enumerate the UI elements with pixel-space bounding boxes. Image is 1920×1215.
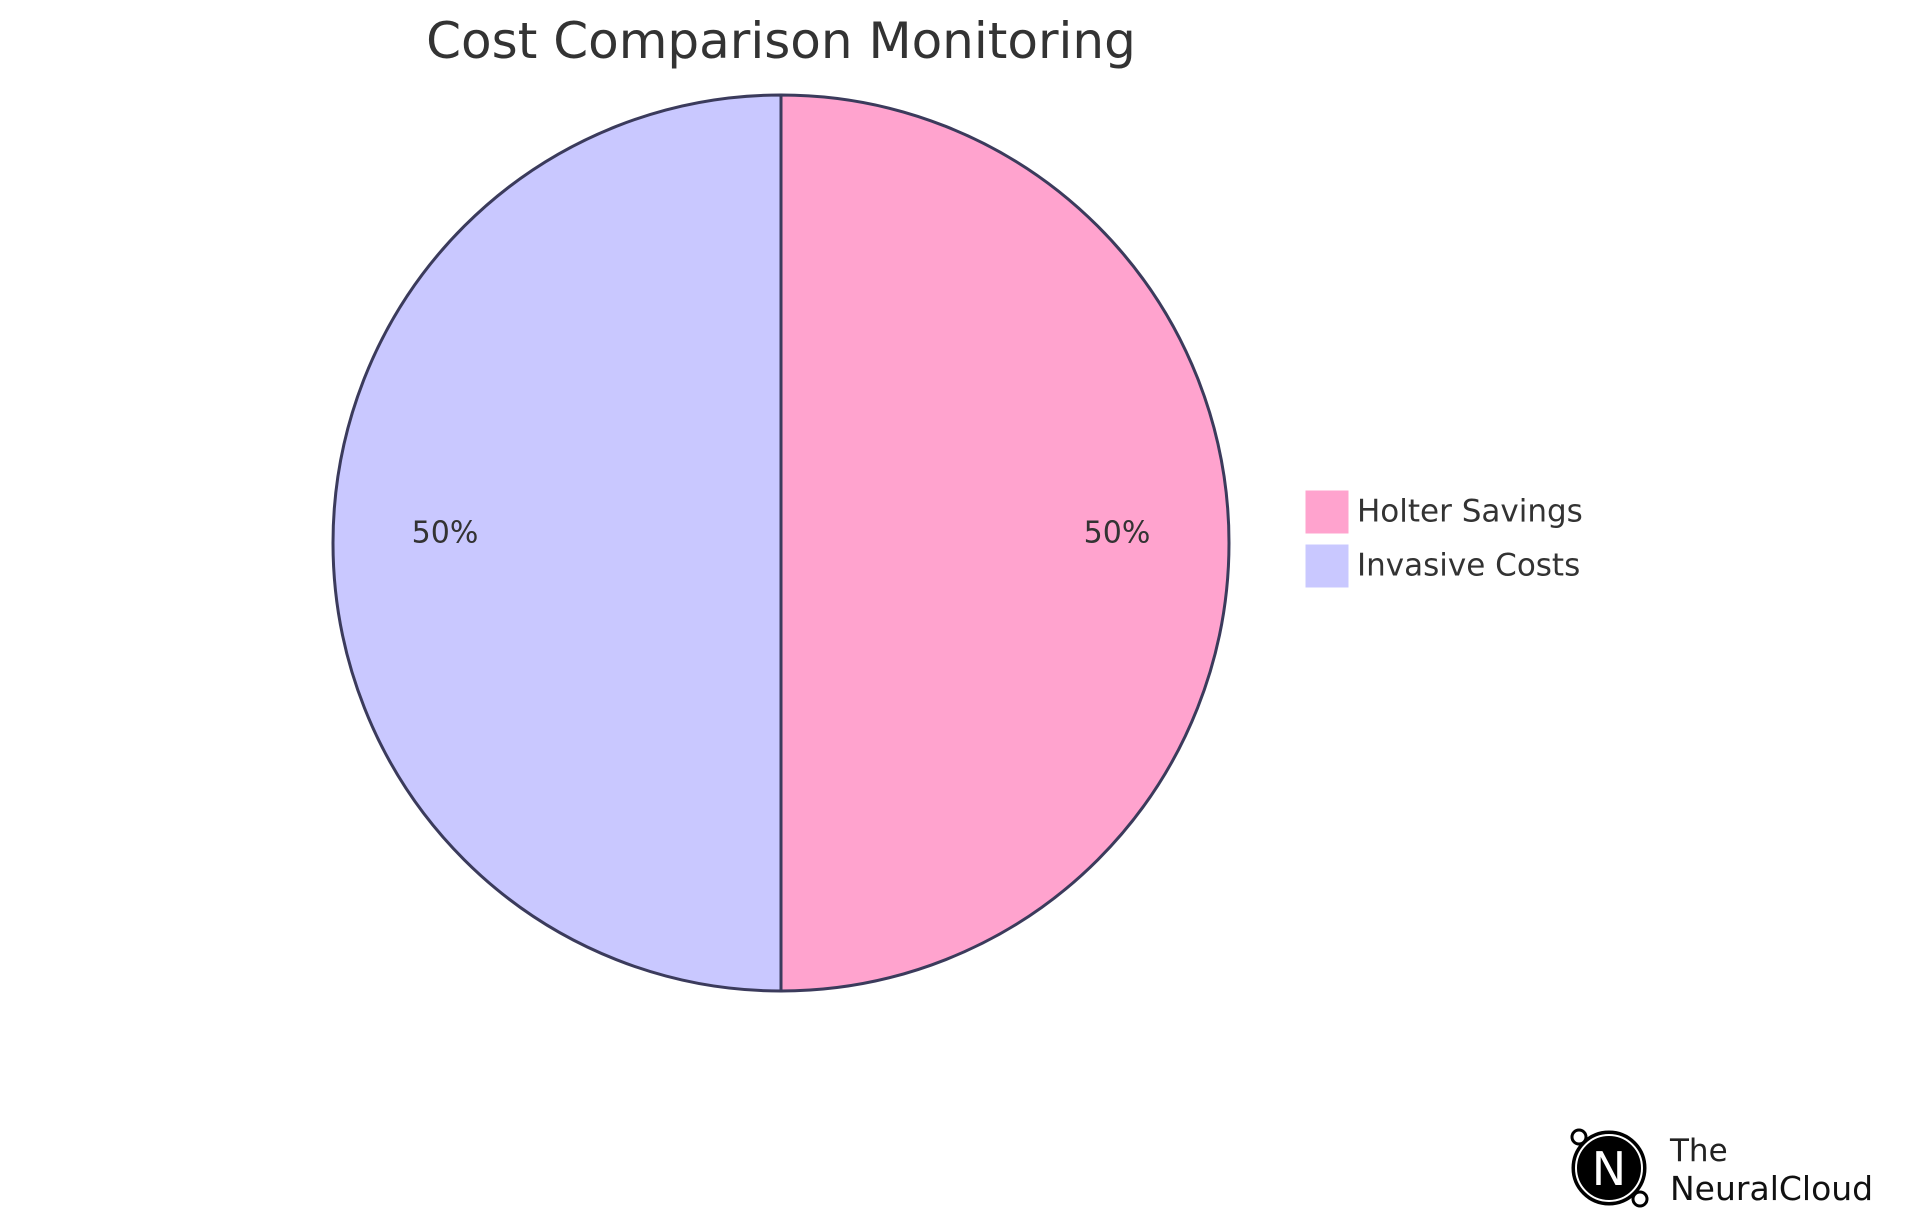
slice-label-holter-savings: 50%	[1084, 516, 1151, 551]
logo-letter: N	[1592, 1142, 1626, 1196]
legend-swatch-invasive-costs	[1304, 543, 1350, 589]
slice-label-invasive-costs: 50%	[412, 516, 479, 551]
logo-circle	[1568, 1127, 1650, 1209]
brand-line-1: The	[1669, 1133, 1728, 1169]
legend: Holter Savings Invasive Costs	[1304, 489, 1583, 589]
logo-node-top	[1570, 1128, 1588, 1146]
legend-swatch-holter-savings	[1304, 489, 1350, 535]
logo-ring	[1575, 1134, 1643, 1202]
legend-label-holter-savings: Holter Savings	[1357, 494, 1583, 530]
pie: 50% 50%	[331, 93, 1231, 993]
pie-slice-invasive-costs	[331, 93, 783, 993]
chart-title: Cost Comparison Monitoring	[426, 12, 1136, 70]
pie-slice-holter-savings	[779, 93, 1231, 993]
brand-line-2: NeuralCloud	[1670, 1169, 1873, 1208]
legend-label-invasive-costs: Invasive Costs	[1357, 548, 1580, 584]
brand-logo: N	[1568, 1127, 1650, 1209]
logo-node-bottom	[1631, 1190, 1649, 1208]
